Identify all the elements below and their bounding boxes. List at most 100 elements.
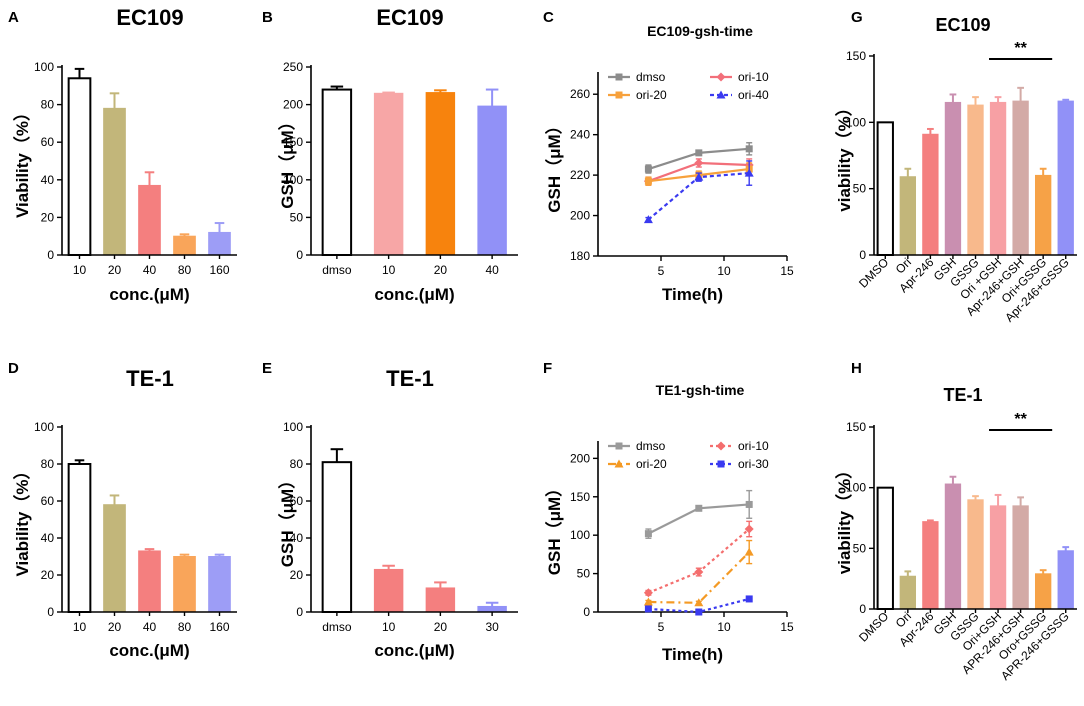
chart-title: TE-1 (126, 366, 174, 391)
data-point (643, 588, 653, 598)
bar-dmso (876, 486, 894, 610)
data-point (745, 595, 753, 603)
bar-chart-b: B EC109 GSH（μM） dmso 10 20 40 0 50 100 150 200 250 co… (262, 5, 518, 304)
bar-ori-gssg (1034, 174, 1052, 256)
y-axis-label: viability（%） (834, 99, 854, 211)
bar-160 (208, 556, 231, 613)
significance-label: ** (1014, 40, 1027, 57)
data-point (694, 567, 704, 577)
panel-letter: H (851, 360, 862, 377)
y-tick-label: 100 (34, 60, 54, 74)
panel-letter: G (851, 9, 863, 26)
y-tick-label: 200 (570, 451, 590, 465)
y-tick-label: 0 (47, 605, 54, 619)
y-axis-label: viability（%） (834, 462, 854, 574)
series-dmso (644, 142, 753, 174)
bar-apr-246-gssg (1057, 550, 1074, 610)
data-point (744, 547, 754, 556)
bar-apr-246-gsh (1012, 505, 1029, 610)
x-tick-label: 40 (143, 263, 157, 277)
y-tick-label: 0 (47, 248, 54, 262)
data-point (644, 177, 652, 185)
x-axis-label: Time(h) (662, 285, 723, 304)
y-tick-label: 100 (846, 481, 866, 495)
legend-label: dmso (636, 439, 666, 453)
legend: dmso ori-10 ori-20 ori-40 (608, 70, 769, 102)
x-tick-label: 10 (73, 263, 87, 277)
bar-40 (138, 550, 161, 613)
significance-label: ** (1014, 411, 1027, 428)
y-tick-label: 0 (583, 605, 590, 619)
y-axis-label: GSH（μM） (544, 117, 564, 212)
x-tick-label: 160 (209, 620, 229, 634)
y-tick-label: 50 (853, 182, 867, 196)
panel-letter: E (262, 360, 272, 377)
y-tick-label: 100 (283, 173, 303, 187)
y-tick-label: 100 (283, 420, 303, 434)
y-tick-label: 0 (296, 248, 303, 262)
bar-gssg (967, 104, 984, 256)
x-tick-label: 5 (658, 620, 665, 634)
bar-20 (103, 504, 126, 613)
chart-title: EC109 (935, 15, 990, 35)
bar-apr-246-gsh (1012, 100, 1029, 256)
data-point (615, 91, 623, 99)
series-dmso (644, 489, 753, 539)
chart-title: EC109 (116, 5, 183, 30)
data-point (644, 165, 652, 173)
bar-10 (373, 92, 404, 256)
line-chart-f: F TE1-gsh-time GSH（μM） 0 50 100 150 200 5 10 15 Tim… (543, 360, 794, 664)
series-ori-20 (643, 539, 754, 607)
bar-40 (477, 105, 507, 256)
legend-label: ori-40 (738, 88, 769, 102)
x-tick-label: 15 (780, 620, 794, 634)
y-tick-label: 20 (290, 568, 304, 582)
data-point (644, 605, 652, 613)
x-axis-label: conc.(μM) (374, 285, 454, 304)
x-tick-label: 10 (382, 620, 396, 634)
x-tick-label: 40 (143, 620, 157, 634)
data-point (716, 90, 726, 99)
bar-chart-a: A EC109 Viability（%） 10 20 40 80 160 0 20 40 60 80 10… (8, 5, 237, 304)
data-point (716, 72, 726, 82)
bar-160 (208, 231, 231, 256)
x-tick-label: 30 (485, 620, 499, 634)
series-line (647, 528, 750, 594)
series-line (648, 551, 750, 604)
bar-30 (477, 605, 507, 613)
x-tick-label: 20 (108, 263, 122, 277)
y-tick-label: 40 (41, 531, 55, 545)
bar-80 (173, 235, 196, 256)
bar-chart-d: D TE-1 Viability（%） 10 20 40 80 160 0 20 40 60 80 100… (8, 360, 237, 660)
y-tick-label: 150 (846, 49, 866, 63)
bar-dmso (321, 461, 353, 613)
y-tick-label: 50 (577, 567, 591, 581)
bar-20 (425, 587, 456, 613)
x-tick-label: 20 (434, 620, 448, 634)
data-point (695, 608, 703, 616)
data-point (615, 73, 623, 81)
line-chart-c: C EC109-gsh-time GSH（μM） 180 200 220 240 260 5 10… (543, 9, 794, 304)
legend-label: ori-10 (738, 439, 769, 453)
bar-20 (425, 92, 456, 256)
y-tick-label: 100 (570, 528, 590, 542)
data-point (643, 215, 653, 224)
y-axis-label: Viability（%） (12, 104, 32, 218)
bar-ori (899, 176, 917, 256)
x-tick-label: 10 (717, 264, 731, 278)
y-tick-label: 200 (283, 98, 303, 112)
y-tick-label: 20 (41, 210, 55, 224)
legend-label: ori-30 (738, 457, 769, 471)
bar-40 (138, 184, 161, 256)
y-tick-label: 60 (290, 494, 304, 508)
x-tick-label: 10 (73, 620, 87, 634)
y-tick-label: 220 (570, 168, 590, 182)
bar-20 (103, 107, 126, 256)
bar-chart-e: E TE-1 GSH（μM） dmso 10 20 30 0 20 40 60 80 100 conc.(… (262, 360, 518, 660)
bar-gsh (944, 483, 962, 610)
x-axis-label: conc.(μM) (109, 285, 189, 304)
data-point (717, 460, 725, 468)
